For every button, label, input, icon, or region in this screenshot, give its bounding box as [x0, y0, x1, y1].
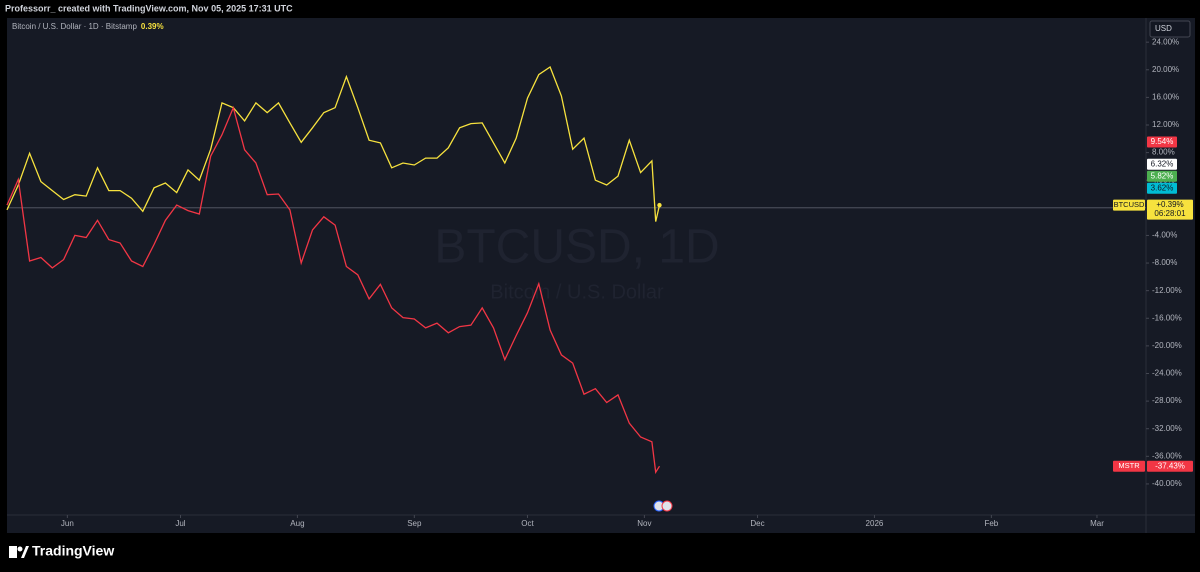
header-text: Professorr_ created with TradingView.com… [5, 3, 293, 13]
logo-shape [17, 546, 23, 552]
series-name: BTCUSD [1114, 200, 1145, 209]
countdown: 06:28:01 [1154, 209, 1186, 218]
y-tick-label: 24.00% [1152, 37, 1179, 46]
last-badge [1147, 199, 1193, 220]
series-tag [1113, 460, 1145, 472]
x-tick-label: Nov [637, 519, 651, 528]
x-tick-label: Sep [407, 519, 422, 528]
axis-badge [1147, 170, 1177, 182]
x-tick-label: Aug [290, 519, 304, 528]
y-tick-label: -36.00% [1152, 451, 1182, 460]
price-line [6, 66, 661, 222]
tradingview-logo [9, 546, 29, 558]
x-tick-label: 2026 [866, 519, 884, 528]
x-tick-label: Jun [61, 519, 74, 528]
axis-badge [1147, 182, 1177, 194]
last-label: +0.39% [1156, 200, 1183, 209]
x-tick-label: Mar [1090, 519, 1104, 528]
watermark: BTCUSD, 1D [434, 221, 719, 274]
logo-shape [21, 546, 29, 558]
axis-badge [1147, 158, 1177, 170]
y-tick-label: -4.00% [1152, 231, 1177, 240]
axis-badge-label: 6.32% [1151, 159, 1174, 168]
y-tick-label: -32.00% [1152, 424, 1182, 433]
axis-badge [1147, 136, 1177, 148]
y-tick-label: 12.00% [1152, 120, 1179, 129]
y-tick-label: -16.00% [1152, 313, 1182, 322]
y-tick-label: 8.00% [1152, 148, 1175, 157]
footer-brand: TradingView [32, 543, 114, 559]
currency-button[interactable] [1149, 20, 1191, 38]
price-line [6, 105, 661, 475]
legend-title: Bitcoin / U.S. Dollar · 1D · Bitstamp [12, 22, 137, 31]
event-flags[interactable] [653, 500, 673, 512]
x-tick-label: Dec [750, 519, 764, 528]
last-label: -37.43% [1155, 461, 1185, 470]
chart-frame [7, 18, 1195, 533]
y-tick-label: -20.00% [1152, 341, 1182, 350]
y-tick-label: 16.00% [1152, 92, 1179, 101]
axis-badge-label: 5.82% [1151, 171, 1174, 180]
axis-badge-label: 9.54% [1151, 137, 1174, 146]
axis-badge-label: 3.62% [1151, 183, 1174, 192]
flag-icon[interactable] [661, 500, 673, 512]
watermark-subtitle: Bitcoin / U.S. Dollar [490, 281, 664, 303]
y-tick-label: -8.00% [1152, 258, 1177, 267]
series-tag [1113, 199, 1145, 211]
last-point [657, 202, 662, 208]
series-name: MSTR [1118, 461, 1140, 470]
currency-label[interactable]: USD [1155, 24, 1172, 33]
y-tick-label: -24.00% [1152, 369, 1182, 378]
legend-change: 0.39% [141, 22, 164, 31]
last-badge [1147, 460, 1193, 472]
y-tick-label: -40.00% [1152, 479, 1182, 488]
y-tick-label: -12.00% [1152, 286, 1182, 295]
y-tick-label: 20.00% [1152, 65, 1179, 74]
x-tick-label: Oct [521, 519, 534, 528]
y-tick-label: -28.00% [1152, 396, 1182, 405]
logo-shape [9, 546, 17, 558]
x-tick-label: Feb [984, 519, 998, 528]
x-tick-label: Jul [175, 519, 185, 528]
